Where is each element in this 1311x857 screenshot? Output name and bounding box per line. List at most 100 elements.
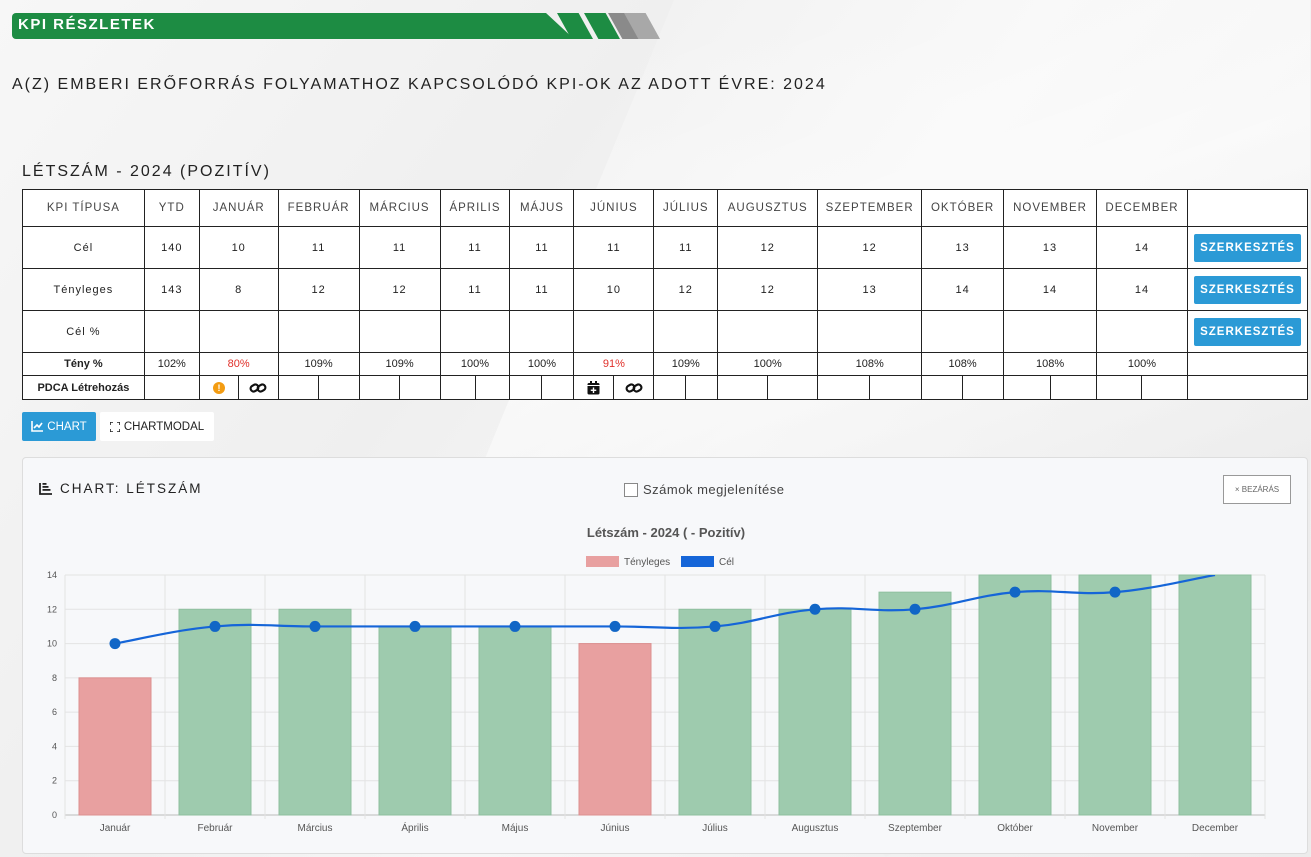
column-header: JANUÁR	[198, 189, 279, 227]
point-cel-október	[1009, 586, 1021, 598]
point-cel-augusztus	[809, 603, 821, 615]
header-banner: KPI RÉSZLETEK	[12, 13, 660, 39]
table-cell	[277, 375, 360, 400]
table-cell: 102%	[143, 352, 200, 376]
column-header: AUGUSZTUS	[717, 189, 819, 227]
table-cell	[717, 310, 819, 353]
y-tick-label: 4	[52, 741, 57, 751]
bar-július	[678, 608, 752, 816]
point-cel-április	[409, 620, 421, 632]
table-cell	[653, 375, 719, 400]
table-cell: 109%	[358, 352, 441, 376]
page-heading: A(Z) EMBERI ERŐFORRÁS FOLYAMATHOZ KAPCSO…	[12, 76, 827, 93]
x-tick-label: Január	[100, 823, 131, 834]
table-cell: 12	[358, 268, 441, 311]
table-cell: 11	[439, 226, 511, 269]
chartmodal-button-label: CHARTMODAL	[123, 420, 205, 433]
y-tick-label: 10	[47, 639, 57, 649]
table-cell: !	[198, 375, 279, 400]
table-cell: 100%	[1096, 352, 1188, 376]
chartmodal-button[interactable]: CHARTMODAL	[100, 412, 214, 441]
section-title: LÉTSZÁM - 2024 (POZITÍV)	[22, 163, 271, 180]
table-cell	[817, 375, 923, 400]
row-label: Tényleges	[22, 268, 145, 311]
warning-icon[interactable]: !	[212, 381, 225, 394]
table-cell	[1003, 310, 1098, 353]
table-cell: 100%	[509, 352, 575, 376]
table-cell: 108%	[921, 352, 1005, 376]
table-cell	[921, 375, 1005, 400]
column-header: JÚNIUS	[573, 189, 655, 227]
table-cell	[573, 310, 655, 353]
table-row-teny: Tényleges 143 8 12 12 11 11 10 12 12 13 …	[22, 268, 1309, 311]
table-cell	[921, 310, 1005, 353]
x-tick-label: Június	[601, 823, 630, 834]
row-label: Tény %	[22, 352, 145, 376]
table-cell: 91%	[573, 352, 655, 376]
table-cell: 109%	[653, 352, 719, 376]
calendar-add-icon[interactable]	[587, 380, 600, 395]
link-icon[interactable]	[249, 381, 267, 395]
bar-március	[278, 608, 352, 816]
point-cel-szeptember	[909, 603, 921, 615]
chart-button[interactable]: CHART	[22, 412, 96, 441]
bar-április	[378, 625, 452, 816]
x-tick-label: Július	[702, 823, 728, 834]
column-header: DECEMBER	[1096, 189, 1188, 227]
show-numbers-toggle[interactable]: Számok megjelenítése	[624, 482, 785, 497]
y-tick-label: 0	[52, 810, 57, 820]
link-icon[interactable]	[625, 381, 643, 395]
table-cell: 13	[921, 226, 1005, 269]
chart: Létszám - 2024 ( - Pozitív) Tényleges Cél 0…	[47, 525, 1266, 834]
x-tick-label: Szeptember	[888, 823, 943, 834]
table-cell	[1096, 310, 1188, 353]
actions-cell: SZERKESZTÉS	[1186, 226, 1309, 269]
chart-button-label: CHART	[47, 420, 87, 433]
table-cell: 12	[653, 268, 719, 311]
x-tick-label: Május	[502, 823, 529, 834]
point-cel-március	[309, 620, 321, 632]
legend-swatch-cel	[681, 556, 714, 567]
table-cell: 12	[717, 268, 819, 311]
table-row-cel: Cél 140 10 11 11 11 11 11 11 12 12 13 13…	[22, 226, 1309, 269]
table-cell: 14	[1003, 268, 1098, 311]
x-tick-label: Április	[401, 821, 428, 834]
point-cel-május	[509, 620, 521, 632]
table-cell: 12	[277, 268, 360, 311]
actions-cell	[1186, 375, 1309, 400]
expand-icon	[109, 421, 120, 432]
edit-button-cel[interactable]: SZERKESZTÉS	[1193, 233, 1301, 262]
actions-cell: SZERKESZTÉS	[1186, 268, 1309, 311]
y-tick-label: 12	[47, 604, 57, 614]
bar-chart-icon	[39, 482, 52, 495]
table-cell: 100%	[717, 352, 819, 376]
column-header: KPI TÍPUSA	[22, 189, 145, 227]
edit-button-teny[interactable]: SZERKESZTÉS	[1193, 275, 1301, 304]
x-tick-label: Augusztus	[792, 823, 839, 834]
table-cell	[717, 375, 819, 400]
table-cell: 14	[921, 268, 1005, 311]
table-cell	[1096, 375, 1188, 400]
table-cell: 11	[277, 226, 360, 269]
table-cell: 13	[1003, 226, 1098, 269]
column-header: FEBRUÁR	[277, 189, 360, 227]
table-cell	[358, 310, 441, 353]
table-cell: 11	[653, 226, 719, 269]
show-numbers-checkbox[interactable]	[624, 482, 638, 497]
bar-augusztus	[778, 608, 852, 816]
bar-január	[78, 677, 152, 816]
point-cel-november	[1109, 586, 1121, 598]
column-header: YTD	[143, 189, 200, 227]
kpi-table: KPI TÍPUSA YTD JANUÁR FEBRUÁR MÁRCIUS ÁP…	[22, 189, 1309, 400]
table-cell: 14	[1096, 268, 1188, 311]
y-tick-label: 8	[52, 673, 57, 683]
close-button[interactable]: × BEZÁRÁS	[1223, 475, 1291, 504]
table-cell: 11	[439, 268, 511, 311]
row-label: Cél %	[22, 310, 145, 353]
row-label: PDCA Létrehozás	[22, 375, 145, 400]
table-cell: 10	[198, 226, 279, 269]
legend-label-cel: Cél	[719, 557, 734, 568]
edit-button-cel-percent[interactable]: SZERKESZTÉS	[1193, 317, 1301, 346]
point-cel-július	[709, 620, 721, 632]
actions-cell	[1186, 352, 1309, 376]
